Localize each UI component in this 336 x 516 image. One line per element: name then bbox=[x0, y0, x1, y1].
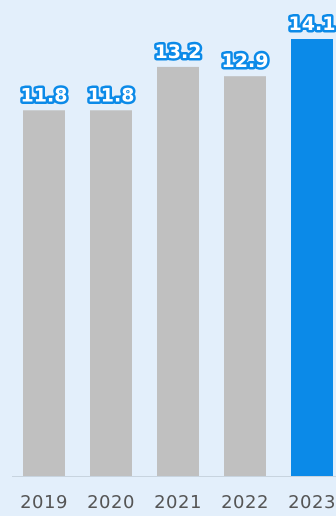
value-label-2021: 13.2 bbox=[155, 41, 202, 63]
bars-group bbox=[23, 39, 333, 476]
bar-2023 bbox=[291, 39, 333, 476]
x-tick-label-2021: 2021 bbox=[154, 492, 202, 513]
value-label-2023: 14.1 bbox=[289, 13, 336, 35]
x-tick-label-2022: 2022 bbox=[221, 492, 269, 513]
value-label-2020: 11.8 bbox=[88, 84, 135, 106]
x-tick-label-2020: 2020 bbox=[87, 492, 135, 513]
value-labels-group: 11.8 11.8 13.2 12.9 14.1 bbox=[18, 11, 336, 109]
value-label-2019: 11.8 bbox=[21, 84, 68, 106]
x-tick-label-2023: 2023 bbox=[288, 492, 336, 513]
bar-2020 bbox=[90, 110, 132, 476]
x-tick-label-2019: 2019 bbox=[20, 492, 68, 513]
bar-2022 bbox=[224, 76, 266, 476]
x-tick-labels-group: 2019 2020 2021 2022 2023 bbox=[20, 492, 336, 513]
value-label-2022: 12.9 bbox=[222, 50, 269, 72]
bar-2019 bbox=[23, 110, 65, 476]
bar-2021 bbox=[157, 66, 199, 476]
